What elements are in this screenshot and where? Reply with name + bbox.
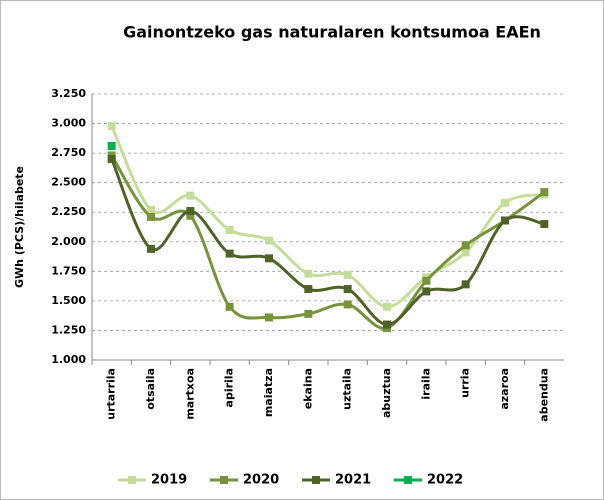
legend-label: 2022	[427, 473, 463, 488]
chart-title: Gainontzeko gas naturalaren kontsumoa EA…	[123, 23, 541, 42]
x-tick-label: azaroa	[498, 368, 511, 410]
point-marker	[265, 254, 273, 263]
point-marker	[304, 309, 313, 318]
point-marker	[147, 212, 155, 221]
legend-marker	[220, 476, 228, 484]
series-line	[110, 125, 545, 309]
point-marker	[107, 155, 116, 164]
point-marker	[147, 244, 155, 253]
point-marker	[107, 142, 116, 151]
point-marker	[107, 121, 116, 130]
point-marker	[422, 276, 431, 285]
y-tick-label: 1.250	[51, 323, 86, 336]
y-tick-label: 2.500	[51, 176, 86, 189]
point-marker	[304, 269, 313, 278]
y-tick-label: 3.000	[51, 117, 86, 130]
legend-label: 2019	[151, 473, 187, 488]
point-marker	[343, 285, 352, 294]
point-marker	[225, 225, 234, 234]
y-tick-label: 1.750	[51, 264, 86, 277]
x-tick-label: martxoa	[183, 368, 196, 420]
x-tick-label: urtarrila	[105, 368, 118, 420]
legend-label: 2020	[243, 473, 279, 488]
point-marker	[265, 313, 273, 322]
y-tick-label: 1.000	[51, 353, 86, 366]
point-marker	[343, 270, 352, 279]
point-marker	[501, 198, 509, 207]
y-tick-label: 3.250	[51, 87, 86, 100]
point-marker	[383, 302, 391, 311]
y-tick-label: 1.500	[51, 294, 86, 307]
point-marker	[383, 320, 391, 329]
point-marker	[461, 280, 470, 289]
x-tick-label: maiatza	[262, 368, 275, 417]
point-marker	[540, 220, 549, 229]
y-tick-label: 2.750	[51, 146, 86, 159]
point-marker	[186, 207, 195, 216]
point-marker	[343, 300, 352, 309]
x-tick-label: ekaina	[301, 368, 314, 409]
point-marker	[225, 249, 234, 258]
x-tick-label: apirila	[223, 368, 236, 407]
legend-label: 2021	[335, 473, 371, 488]
legend-marker	[312, 476, 320, 484]
point-marker	[461, 241, 470, 250]
x-tick-label: abuztua	[380, 368, 393, 418]
x-tick-label: iraila	[419, 368, 432, 400]
legend-marker	[128, 476, 136, 484]
x-tick-label: otsaila	[144, 368, 157, 410]
point-marker	[461, 248, 470, 257]
x-tick-label: uztaila	[341, 368, 354, 410]
point-marker	[186, 211, 195, 220]
y-tick-label: 2.000	[51, 235, 86, 248]
y-axis-label: GWh (PCS)/hilabete	[13, 166, 26, 288]
point-marker	[225, 302, 234, 311]
legend-marker	[404, 476, 412, 484]
point-marker	[147, 205, 155, 214]
point-marker	[304, 285, 313, 294]
x-tick-label: abendua	[537, 368, 550, 422]
point-marker	[422, 287, 431, 296]
point-marker	[540, 188, 549, 197]
point-marker	[186, 191, 195, 200]
x-tick-label: urria	[459, 368, 472, 398]
y-tick-label: 2.250	[51, 205, 86, 218]
point-marker	[501, 216, 509, 225]
point-marker	[265, 236, 273, 245]
